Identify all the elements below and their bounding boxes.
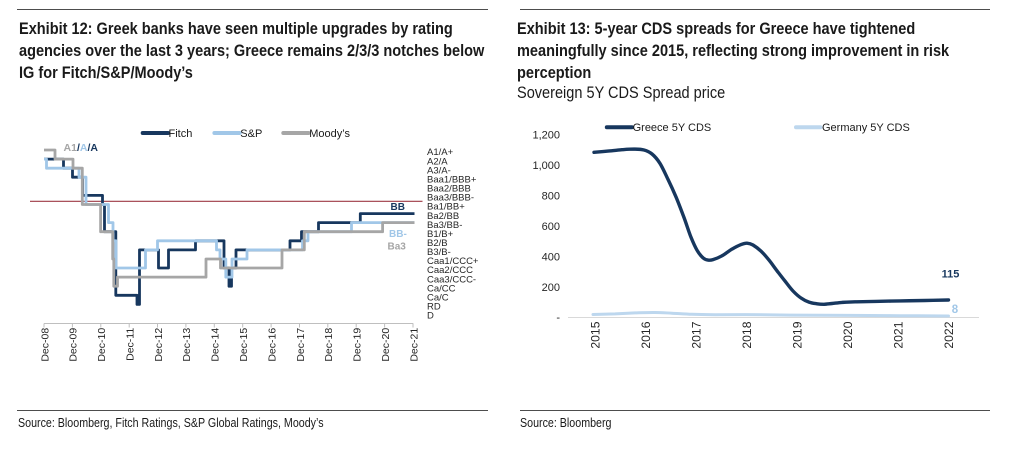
svg-text:B3/B-: B3/B- <box>427 247 451 258</box>
svg-text:Ba2/BB: Ba2/BB <box>427 211 459 222</box>
svg-text:Caa3/CCC-: Caa3/CCC- <box>427 274 476 285</box>
svg-text:A1/A/A: A1/A/A <box>64 142 99 154</box>
svg-text:Baa2/BBB: Baa2/BBB <box>427 184 471 195</box>
svg-text:Ca/CC: Ca/CC <box>427 283 456 294</box>
svg-text:2016: 2016 <box>639 321 653 348</box>
svg-text:2021: 2021 <box>892 321 906 348</box>
svg-text:2018: 2018 <box>740 321 754 348</box>
svg-text:A3/A-: A3/A- <box>427 165 451 176</box>
svg-text:Dec-12: Dec-12 <box>153 328 165 362</box>
svg-text:A2/A: A2/A <box>427 156 448 167</box>
svg-text:2020: 2020 <box>841 321 855 348</box>
svg-text:B1/B+: B1/B+ <box>427 229 454 240</box>
svg-text:-: - <box>556 312 560 324</box>
svg-text:Ba3/BB-: Ba3/BB- <box>427 220 462 231</box>
svg-text:Dec-15: Dec-15 <box>238 328 250 362</box>
svg-text:Dec-11: Dec-11 <box>125 328 137 361</box>
svg-text:2019: 2019 <box>791 321 805 348</box>
svg-text:Dec-10: Dec-10 <box>96 328 108 362</box>
svg-text:1,000: 1,000 <box>532 160 560 172</box>
svg-text:8: 8 <box>952 304 959 316</box>
svg-text:Ba3: Ba3 <box>388 242 407 253</box>
svg-text:1,200: 1,200 <box>532 130 560 142</box>
svg-text:Dec-08: Dec-08 <box>39 328 51 362</box>
svg-text:115: 115 <box>942 269 960 281</box>
svg-text:Greece 5Y CDS: Greece 5Y CDS <box>633 122 712 134</box>
svg-text:Baa3/BBB-: Baa3/BBB- <box>427 193 474 204</box>
svg-text:RD: RD <box>427 302 441 313</box>
svg-text:800: 800 <box>542 190 560 202</box>
svg-text:B2/B: B2/B <box>427 238 448 249</box>
svg-text:200: 200 <box>542 282 560 294</box>
svg-text:Dec-16: Dec-16 <box>266 328 278 362</box>
svg-text:Ba1/BB+: Ba1/BB+ <box>427 202 465 213</box>
svg-text:BB: BB <box>391 202 405 213</box>
svg-text:2022: 2022 <box>942 321 956 348</box>
svg-text:Germany 5Y CDS: Germany 5Y CDS <box>822 122 910 134</box>
svg-text:Caa2/CCC: Caa2/CCC <box>427 265 473 276</box>
svg-text:D: D <box>427 311 434 322</box>
svg-text:Dec-21: Dec-21 <box>408 328 420 362</box>
svg-text:Caa1/CCC+: Caa1/CCC+ <box>427 256 479 267</box>
svg-text:Fitch: Fitch <box>169 128 193 140</box>
svg-text:600: 600 <box>542 221 560 233</box>
svg-text:400: 400 <box>542 251 560 263</box>
svg-text:Dec-19: Dec-19 <box>352 328 364 362</box>
svg-text:Dec-17: Dec-17 <box>295 328 307 362</box>
svg-text:Dec-20: Dec-20 <box>380 328 392 362</box>
svg-text:2015: 2015 <box>589 321 603 348</box>
svg-text:Dec-09: Dec-09 <box>68 328 80 362</box>
svg-text:2017: 2017 <box>690 321 704 348</box>
svg-text:Baa1/BBB+: Baa1/BBB+ <box>427 174 477 185</box>
svg-text:BB-: BB- <box>389 229 407 240</box>
svg-text:A1/A+: A1/A+ <box>427 147 454 158</box>
svg-text:Dec-18: Dec-18 <box>323 328 335 362</box>
svg-text:Dec-13: Dec-13 <box>181 328 193 362</box>
svg-text:Moody’s: Moody’s <box>309 128 350 140</box>
svg-text:Dec-14: Dec-14 <box>210 328 222 362</box>
svg-text:Ca/C: Ca/C <box>427 293 449 304</box>
svg-text:S&P: S&P <box>240 128 262 140</box>
